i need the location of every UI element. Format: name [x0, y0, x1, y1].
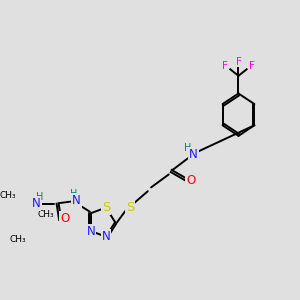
Text: N: N	[87, 225, 95, 238]
Text: O: O	[186, 174, 195, 188]
Text: F: F	[249, 61, 255, 71]
Text: N: N	[32, 197, 40, 210]
Text: F: F	[236, 57, 242, 67]
Text: CH₃: CH₃	[38, 210, 55, 219]
Text: H: H	[70, 189, 78, 199]
Text: H: H	[184, 143, 192, 153]
Text: S: S	[102, 201, 110, 214]
Text: S: S	[126, 201, 134, 214]
Text: H: H	[36, 192, 43, 202]
Text: N: N	[72, 194, 81, 207]
Text: N: N	[102, 230, 110, 243]
Text: F: F	[222, 61, 228, 71]
Text: CH₃: CH₃	[10, 235, 27, 244]
Text: CH₃: CH₃	[0, 191, 16, 200]
Text: O: O	[60, 212, 69, 225]
Text: N: N	[189, 148, 198, 161]
